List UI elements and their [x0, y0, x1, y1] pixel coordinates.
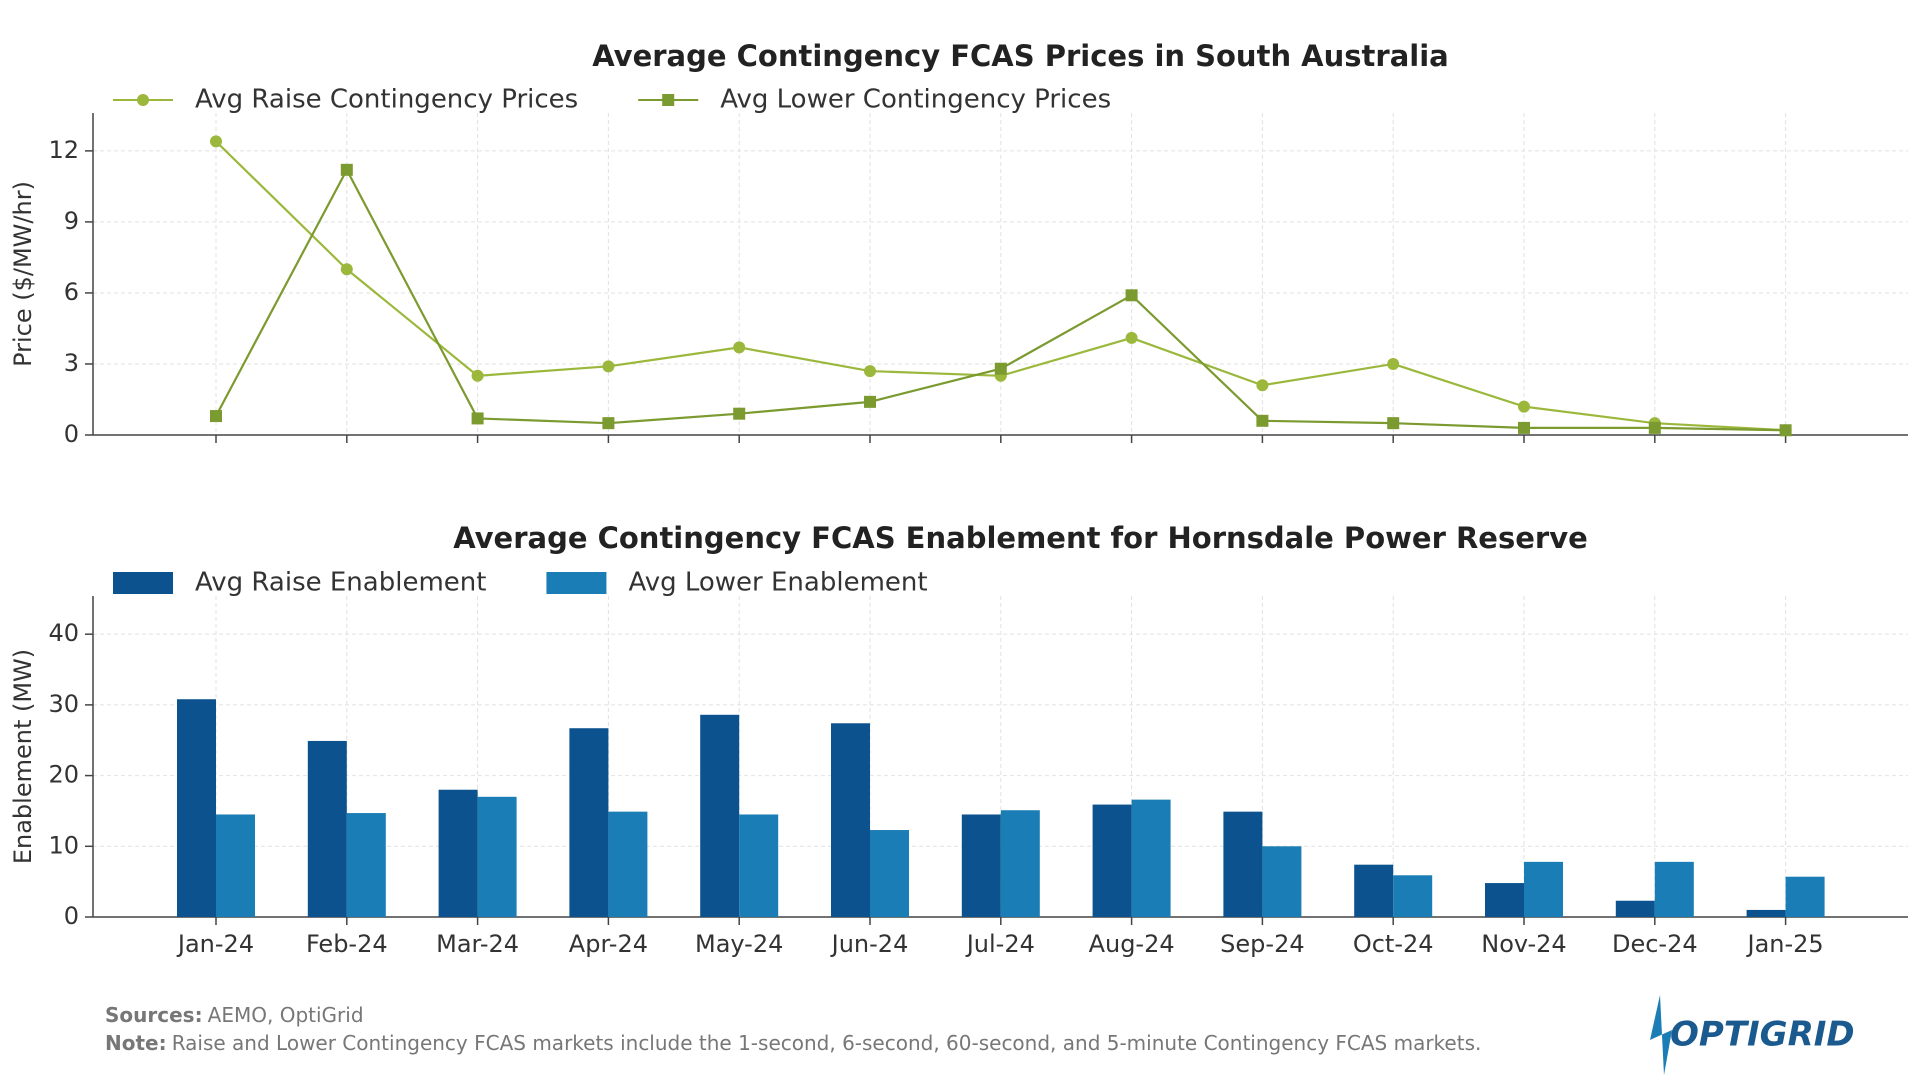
- x-tick-label: Oct-24: [1353, 930, 1434, 958]
- bar: [477, 796, 517, 917]
- y-tick-label: 20: [48, 761, 79, 789]
- point: [1125, 331, 1138, 344]
- x-tick-label: Jul-24: [965, 930, 1035, 958]
- point: [864, 395, 876, 408]
- point: [994, 362, 1007, 375]
- y-tick-label: 10: [48, 831, 79, 859]
- bar: [1262, 846, 1302, 917]
- legend-label: Avg Raise Contingency Prices: [195, 85, 578, 115]
- bar: [1746, 909, 1786, 917]
- point: [864, 365, 876, 378]
- series-line: [215, 167, 1786, 432]
- point: [1387, 417, 1400, 430]
- bar: [1000, 810, 1040, 917]
- legend-marker: [662, 94, 675, 106]
- y-tick-label: 12: [48, 136, 79, 164]
- legend-marker: [137, 94, 149, 106]
- point: [1125, 289, 1138, 302]
- bar: [1785, 876, 1825, 917]
- chart-title: Average Contingency FCAS Prices in South…: [592, 39, 1448, 73]
- bar: [1393, 875, 1433, 917]
- x-tick-label: Aug-24: [1089, 930, 1175, 958]
- legend-label: Avg Lower Contingency Prices: [720, 85, 1111, 115]
- legend-swatch: [546, 572, 607, 594]
- point: [1518, 421, 1530, 434]
- footer-sources: Sources: AEMO, OptiGrid: [105, 1003, 364, 1027]
- y-tick-label: 3: [64, 349, 79, 377]
- point: [340, 163, 353, 176]
- bar: [1131, 799, 1171, 917]
- bar: [831, 723, 870, 917]
- y-tick-label: 9: [64, 207, 79, 235]
- y-axis-label: Price ($/MW/hr): [9, 181, 37, 367]
- bar: [1524, 861, 1563, 917]
- bar: [1654, 861, 1694, 917]
- point: [1779, 424, 1792, 437]
- y-axis-label: Enablement (MW): [9, 649, 37, 864]
- point: [340, 263, 353, 276]
- x-tick-label: Jun-24: [830, 930, 909, 958]
- sources-label: Sources:: [105, 1003, 203, 1027]
- point: [602, 360, 615, 373]
- bar: [700, 714, 740, 917]
- legend-label: Avg Raise Enablement: [195, 568, 486, 598]
- point: [733, 341, 746, 354]
- bar: [1092, 804, 1132, 917]
- point: [1518, 400, 1530, 413]
- legend-label: Avg Lower Enablement: [628, 568, 927, 598]
- bar: [216, 814, 255, 917]
- x-tick-label: Dec-24: [1612, 930, 1698, 958]
- x-tick-label: May-24: [695, 930, 783, 958]
- x-tick-label: Mar-24: [436, 930, 519, 958]
- bar: [307, 740, 347, 917]
- point: [210, 135, 222, 148]
- x-tick-label: Jan-24: [176, 930, 254, 958]
- x-tick-label: Nov-24: [1481, 930, 1566, 958]
- note: Raise and Lower Contingency FCAS markets…: [172, 1031, 1482, 1055]
- bar: [608, 811, 648, 917]
- point: [1256, 379, 1269, 392]
- point: [210, 410, 222, 423]
- logo-icon: [1650, 995, 1672, 1075]
- y-tick-label: 40: [48, 619, 79, 647]
- note-label: Note:: [105, 1031, 167, 1055]
- point: [471, 412, 484, 425]
- footer-note: Note: Raise and Lower Contingency FCAS m…: [105, 1031, 1481, 1055]
- legend-swatch: [113, 572, 173, 594]
- bar: [569, 728, 609, 917]
- bar: [177, 699, 216, 917]
- logo: OPTIGRID: [1670, 1015, 1855, 1055]
- bar: [438, 789, 478, 917]
- bar: [346, 813, 386, 917]
- bar: [870, 830, 909, 917]
- point: [1387, 357, 1400, 370]
- bar: [739, 814, 779, 917]
- x-tick-label: Jan-25: [1745, 930, 1823, 958]
- bar: [961, 814, 1001, 917]
- sources: AEMO, OptiGrid: [208, 1003, 364, 1027]
- y-tick-label: 30: [48, 690, 79, 718]
- point: [733, 407, 746, 420]
- x-tick-label: Apr-24: [569, 930, 648, 958]
- point: [602, 417, 615, 430]
- y-tick-label: 0: [64, 902, 79, 930]
- x-tick-label: Feb-24: [306, 930, 388, 958]
- point: [471, 369, 484, 382]
- point: [1256, 414, 1269, 427]
- bar: [1615, 900, 1655, 917]
- x-tick-label: Sep-24: [1220, 930, 1304, 958]
- bar: [1485, 883, 1524, 917]
- y-tick-label: 6: [64, 278, 79, 306]
- chart-title: Average Contingency FCAS Enablement for …: [453, 521, 1588, 555]
- bar: [1223, 811, 1263, 917]
- bar: [1354, 864, 1394, 917]
- point: [1648, 421, 1661, 434]
- y-tick-label: 0: [64, 420, 79, 448]
